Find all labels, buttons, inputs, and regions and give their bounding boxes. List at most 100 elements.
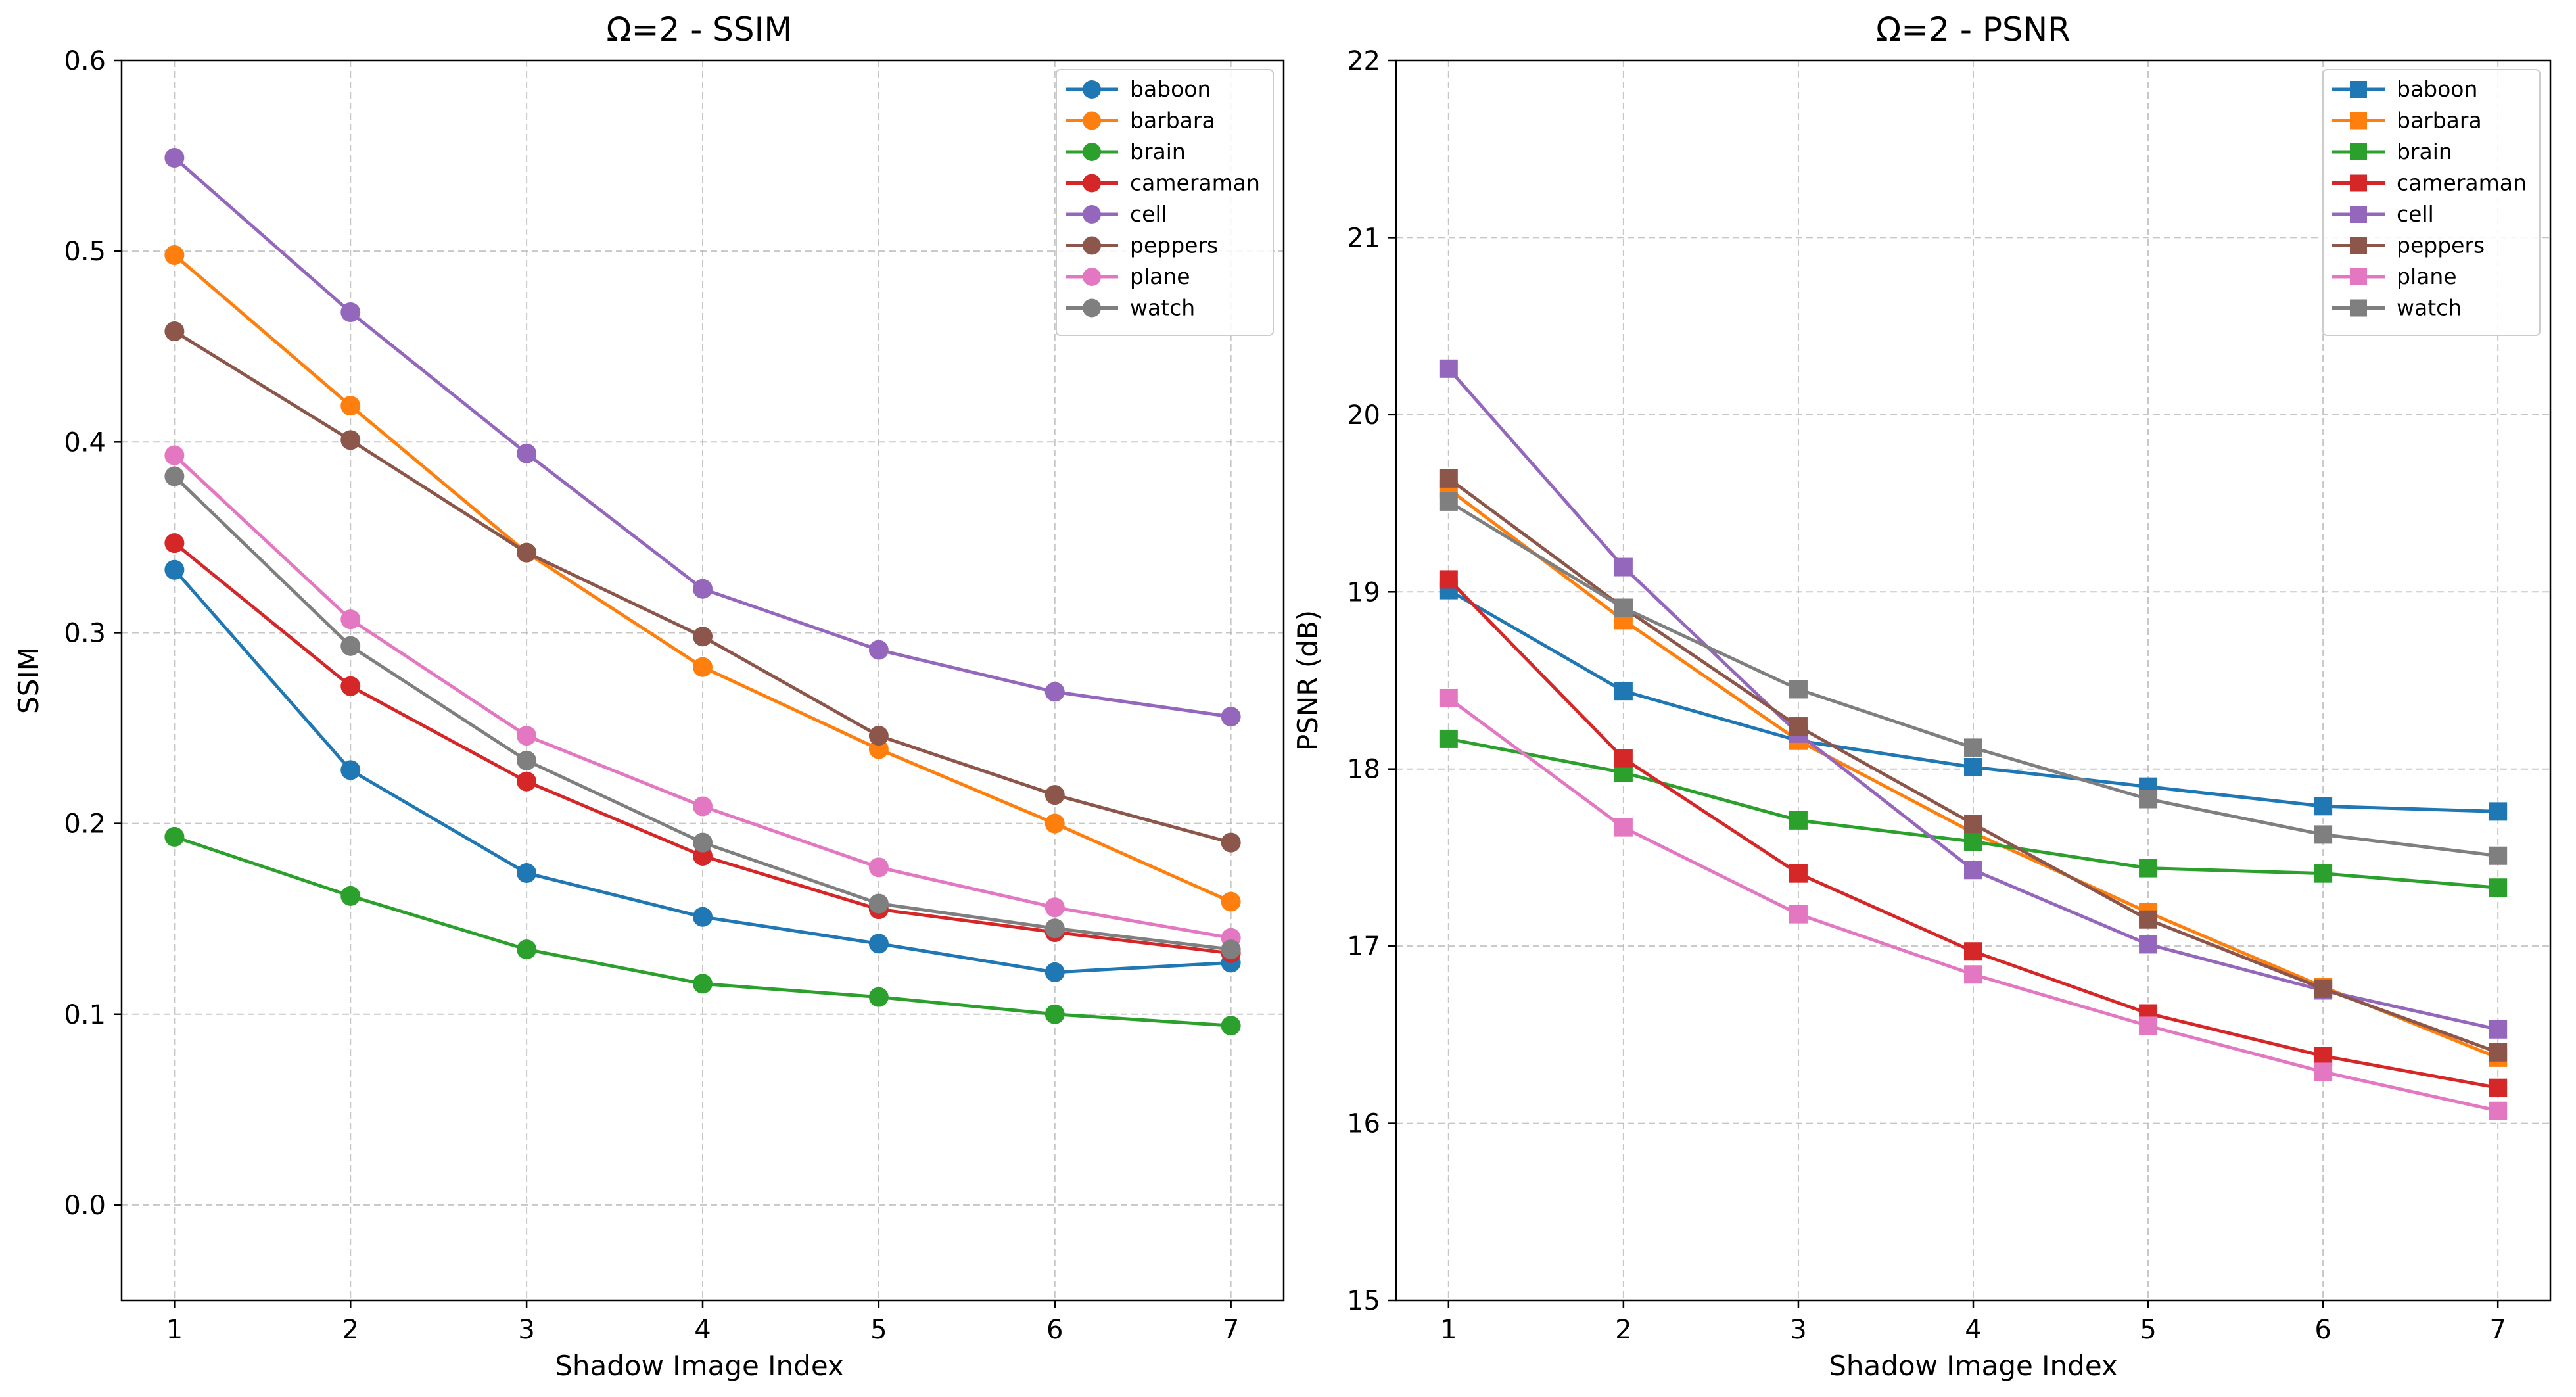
- psnr-data-point-plane: [1614, 818, 1633, 837]
- psnr-data-point-peppers: [1439, 469, 1458, 488]
- psnr-x-tick-label: 1: [1440, 1315, 1457, 1345]
- psnr-x-tick-label: 5: [2140, 1315, 2156, 1345]
- ssim-chart-title: Ω=2 - SSIM: [606, 11, 792, 49]
- psnr-y-tick-label: 17: [1347, 932, 1380, 962]
- ssim-data-point-cell: [868, 640, 889, 660]
- ssim-data-point-barbara: [340, 396, 361, 416]
- psnr-legend-label-cell: cell: [2397, 201, 2434, 227]
- psnr-legend-marker-baboon: [2350, 81, 2367, 98]
- psnr-y-tick-label: 20: [1347, 400, 1380, 431]
- psnr-data-point-brain: [2139, 859, 2158, 878]
- psnr-legend-label-cameraman: cameraman: [2397, 170, 2527, 196]
- psnr-data-point-peppers: [2489, 1043, 2508, 1062]
- ssim-data-point-watch: [340, 636, 361, 656]
- psnr-data-point-plane: [1789, 905, 1808, 924]
- ssim-legend-label-brain: brain: [1130, 139, 1186, 164]
- ssim-data-point-baboon: [517, 863, 537, 884]
- ssim-legend-marker-plane: [1083, 268, 1101, 286]
- psnr-y-tick-label: 16: [1347, 1109, 1380, 1139]
- psnr-data-point-cameraman: [1614, 749, 1633, 768]
- psnr-data-point-peppers: [2139, 910, 2158, 929]
- ssim-data-point-cell: [1221, 707, 1241, 727]
- ssim-x-tick-label: 6: [1046, 1315, 1063, 1345]
- ssim-data-point-baboon: [340, 760, 361, 780]
- ssim-legend-marker-watch: [1083, 298, 1101, 318]
- ssim-data-point-brain: [868, 987, 889, 1007]
- ssim-x-tick-label: 1: [166, 1315, 183, 1345]
- psnr-data-point-watch: [1439, 492, 1458, 511]
- psnr-data-point-watch: [1614, 598, 1633, 617]
- psnr-y-tick-label: 22: [1347, 46, 1380, 76]
- psnr-data-point-baboon: [1964, 758, 1982, 777]
- ssim-data-point-watch: [1044, 918, 1065, 939]
- ssim-data-point-peppers: [693, 627, 713, 647]
- ssim-x-tick-label: 4: [694, 1315, 711, 1345]
- psnr-x-tick-label: 4: [1965, 1315, 1981, 1345]
- ssim-data-point-brain: [1221, 1016, 1241, 1036]
- ssim-data-point-cell: [340, 302, 361, 323]
- ssim-data-point-plane: [868, 857, 889, 878]
- psnr-x-tick-label: 7: [2489, 1315, 2506, 1345]
- psnr-data-point-watch: [2139, 790, 2158, 809]
- ssim-x-tick-label: 2: [342, 1315, 359, 1345]
- ssim-data-point-brain: [1044, 1004, 1065, 1024]
- psnr-data-point-baboon: [2489, 802, 2508, 821]
- psnr-data-point-watch: [1964, 738, 1982, 757]
- ssim-chart: Ω=2 - SSIM Shadow Image Index SSIM 1 2 3 4 5…: [12, 11, 1285, 1382]
- psnr-y-tick-label: 18: [1347, 755, 1380, 785]
- ssim-y-tick-label: 0.4: [64, 427, 106, 458]
- ssim-data-point-brain: [517, 939, 537, 960]
- ssim-x-tick-label: 5: [870, 1315, 887, 1345]
- psnr-data-point-brain: [1439, 729, 1458, 748]
- psnr-data-point-brain: [2314, 864, 2333, 883]
- ssim-y-tick-label: 0.0: [64, 1191, 106, 1221]
- ssim-legend-marker-brain: [1083, 143, 1101, 161]
- psnr-x-tick-label: 6: [2314, 1315, 2331, 1345]
- ssim-data-point-barbara: [1221, 891, 1241, 912]
- psnr-data-point-cell: [2489, 1020, 2508, 1039]
- psnr-data-point-watch: [1789, 680, 1808, 699]
- ssim-x-tick-label: 7: [1223, 1315, 1239, 1345]
- psnr-data-point-cell: [1614, 557, 1633, 577]
- psnr-legend-marker-brain: [2350, 143, 2367, 160]
- ssim-data-point-brain: [693, 974, 713, 994]
- ssim-data-point-plane: [164, 445, 185, 465]
- ssim-data-point-baboon: [1044, 962, 1065, 982]
- psnr-legend-marker-barbara: [2350, 112, 2367, 130]
- ssim-data-point-cell: [517, 443, 537, 463]
- psnr-legend-marker-plane: [2350, 268, 2367, 285]
- psnr-data-point-cameraman: [1439, 570, 1458, 589]
- psnr-data-point-cameraman: [2489, 1078, 2508, 1097]
- ssim-legend-marker-peppers: [1083, 236, 1101, 255]
- ssim-legend-label-cameraman: cameraman: [1130, 170, 1260, 196]
- psnr-data-point-cameraman: [1789, 864, 1808, 883]
- psnr-data-point-plane: [2489, 1101, 2508, 1120]
- ssim-legend-marker-barbara: [1083, 111, 1101, 130]
- ssim-data-point-watch: [693, 832, 713, 853]
- ssim-data-point-cell: [693, 579, 713, 599]
- ssim-legend-label-cell: cell: [1130, 201, 1167, 227]
- psnr-y-tick-label: 19: [1347, 577, 1380, 607]
- psnr-legend-label-peppers: peppers: [2397, 233, 2485, 258]
- psnr-data-point-plane: [1964, 965, 1982, 984]
- ssim-data-point-barbara: [1044, 813, 1065, 834]
- ssim-y-tick-label: 0.2: [64, 809, 106, 840]
- psnr-legend-marker-cameraman: [2350, 174, 2367, 192]
- ssim-data-point-watch: [1221, 939, 1241, 960]
- psnr-data-point-brain: [2489, 878, 2508, 897]
- psnr-legend: [2322, 69, 2541, 336]
- psnr-y-axis-label: PSNR (dB): [1292, 610, 1324, 751]
- ssim-data-point-plane: [340, 609, 361, 630]
- ssim-data-point-baboon: [164, 559, 185, 580]
- ssim-legend-marker-cameraman: [1083, 174, 1101, 193]
- psnr-data-point-cell: [2139, 935, 2158, 954]
- ssim-data-point-peppers: [517, 542, 537, 563]
- psnr-chart: Ω=2 - PSNR Shadow Image Index PSNR (dB) …: [1292, 11, 2552, 1382]
- psnr-data-point-plane: [1439, 688, 1458, 707]
- psnr-data-point-baboon: [2314, 797, 2333, 816]
- ssim-y-tick-label: 0.3: [64, 618, 106, 648]
- psnr-x-axis-label: Shadow Image Index: [1829, 1350, 2118, 1382]
- ssim-data-point-baboon: [693, 907, 713, 927]
